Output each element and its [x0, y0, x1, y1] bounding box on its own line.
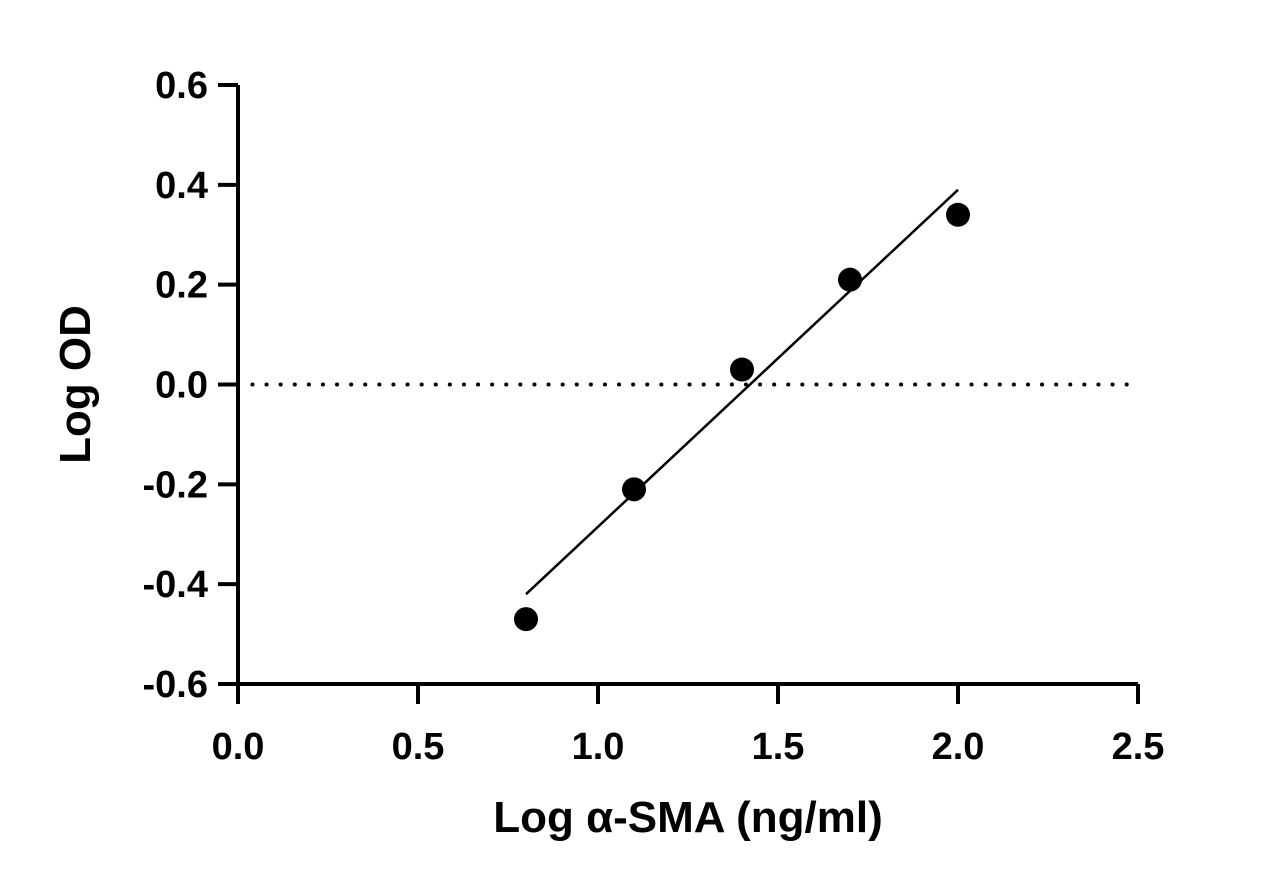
y-tick-label: 0.0 [155, 365, 208, 407]
y-tick-label: -0.6 [143, 664, 208, 706]
x-tick-label: 2.5 [1112, 726, 1165, 768]
x-axis-title: Log α-SMA (ng/ml) [493, 793, 883, 842]
y-tick-label: -0.2 [143, 464, 208, 506]
data-point [730, 357, 754, 382]
points-layer [514, 202, 970, 632]
fit-line [525, 188, 959, 596]
data-point [622, 477, 646, 502]
y-axis-ticks: -0.6 -0.4 -0.2 0.0 0.2 0.4 0.6 [143, 65, 238, 706]
x-tick-label: 0.0 [212, 726, 265, 768]
y-axis-title: Log OD [51, 305, 100, 464]
x-tick-label: 1.5 [752, 726, 805, 768]
y-tick-label: 0.2 [155, 265, 208, 307]
data-point [838, 267, 862, 292]
x-tick-label: 1.0 [572, 726, 625, 768]
x-tick-label: 2.0 [932, 726, 985, 768]
y-tick-label: 0.4 [155, 165, 208, 207]
data-point [514, 607, 538, 632]
x-axis-ticks: 0.0 0.5 1.0 1.5 2.0 2.5 [212, 684, 1165, 768]
x-tick-label: 0.5 [392, 726, 445, 768]
data-point [946, 202, 970, 227]
axes-layer [236, 85, 1138, 686]
fit-layer [525, 188, 959, 596]
y-tick-label: -0.4 [143, 564, 208, 606]
y-tick-label: 0.6 [155, 65, 208, 107]
